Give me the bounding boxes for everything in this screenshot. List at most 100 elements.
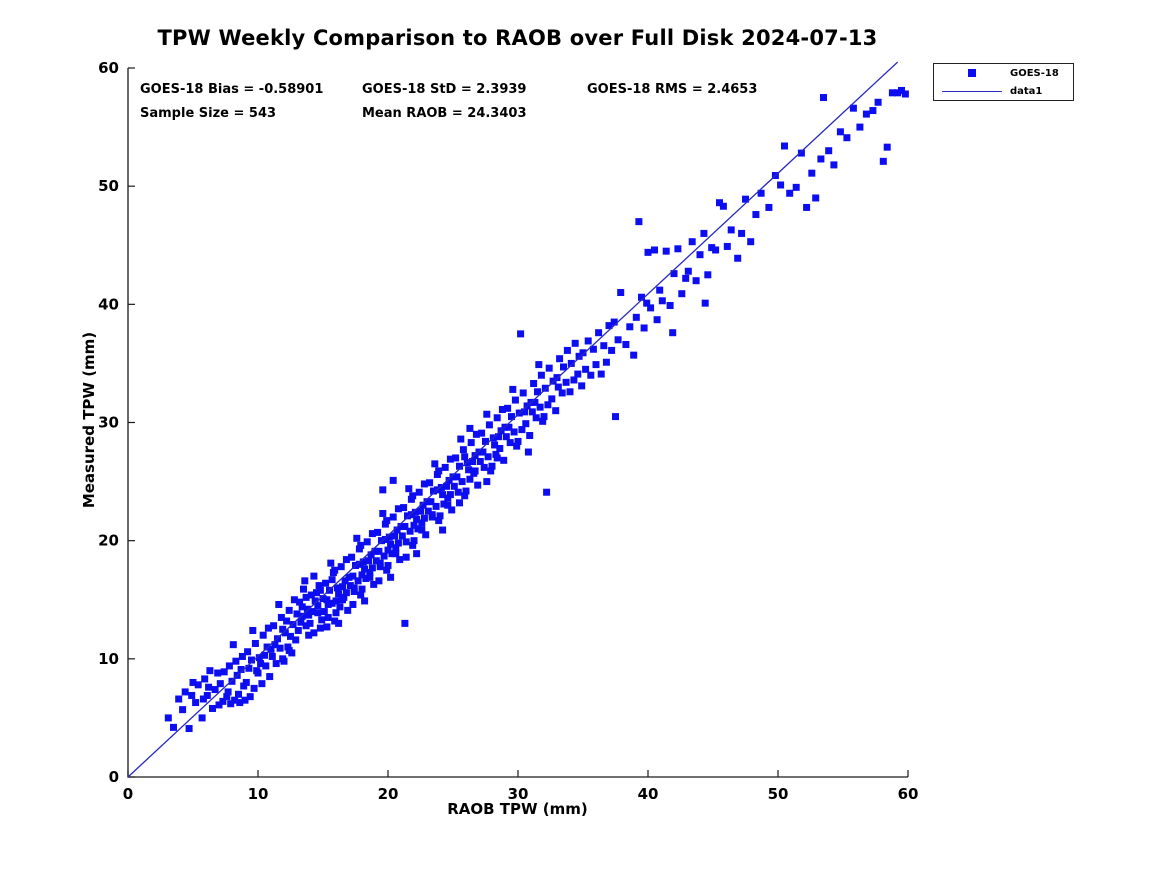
scatter-point: [279, 655, 287, 663]
scatter-point: [584, 337, 592, 345]
scatter-point: [371, 547, 379, 555]
scatter-point: [545, 364, 553, 372]
scatter-point: [562, 378, 570, 386]
scatter-point: [500, 456, 508, 464]
scatter-point: [696, 251, 704, 259]
scatter-point: [437, 483, 445, 491]
scatter-point: [409, 541, 417, 549]
scatter-point: [670, 270, 678, 278]
scatter-point: [262, 662, 270, 670]
x-tick-label: 60: [898, 785, 919, 803]
scatter-point: [579, 349, 587, 357]
scatter-point: [441, 463, 449, 471]
scatter-point: [419, 501, 427, 509]
scatter-point: [236, 699, 244, 707]
scatter-point: [582, 365, 590, 373]
scatter-point: [410, 537, 418, 545]
scatter-point: [456, 499, 463, 507]
scatter-point: [554, 383, 562, 391]
scatter-point: [874, 98, 882, 106]
scatter-point: [392, 550, 400, 558]
y-tick-label: 10: [98, 650, 119, 668]
scatter-point: [544, 401, 552, 409]
scatter-point: [452, 454, 460, 462]
scatter-point: [600, 342, 608, 350]
scatter-point: [223, 693, 231, 701]
scatter-point: [430, 487, 437, 495]
scatter-point: [315, 582, 323, 590]
scatter-point: [459, 446, 467, 454]
scatter-point: [361, 597, 369, 605]
scatter-point: [220, 668, 228, 676]
scatter-point: [632, 313, 640, 321]
scatter-point: [578, 382, 586, 390]
scatter-point: [640, 324, 648, 332]
scatter-point: [301, 577, 309, 585]
scatter-point: [251, 639, 259, 647]
scatter-point: [314, 609, 322, 617]
scatter-point: [348, 553, 356, 561]
scatter-point: [617, 289, 625, 297]
scatter-point: [716, 199, 723, 207]
scatter-point: [310, 629, 318, 637]
scatter-point: [674, 245, 682, 253]
scatter-point: [342, 589, 350, 597]
scatter-point: [461, 492, 469, 500]
scatter-point: [496, 444, 504, 452]
scatter-point: [246, 693, 254, 701]
scatter-point: [888, 89, 896, 97]
legend-label-data1: data1: [1010, 85, 1043, 97]
scatter-point: [487, 467, 495, 475]
scatter-point: [387, 540, 395, 548]
scatter-point: [268, 652, 276, 660]
scatter-point: [381, 520, 389, 528]
scatter-point: [719, 202, 727, 210]
scatter-point: [339, 596, 346, 604]
scatter-point: [862, 110, 870, 118]
scatter-point: [289, 621, 297, 629]
scatter-point: [235, 690, 242, 698]
scatter-point: [296, 598, 304, 606]
x-tick-label: 50: [768, 785, 789, 803]
scatter-point: [476, 457, 484, 465]
axis-spines: [127, 68, 908, 778]
scatter-point: [209, 704, 216, 712]
scatter-point: [423, 498, 431, 506]
y-axis-label: Measured TPW (mm): [80, 331, 98, 509]
scatter-point: [318, 616, 326, 624]
scatter-point: [376, 563, 384, 571]
scatter-point: [365, 557, 372, 565]
scatter-point: [414, 525, 422, 533]
scatter-point: [374, 528, 382, 536]
square-marker-icon: [968, 69, 976, 77]
scatter-point: [393, 526, 401, 534]
scatter-point: [381, 535, 389, 543]
scatter-point: [272, 660, 280, 668]
y-tick-label: 50: [98, 177, 119, 195]
scatter-point: [341, 577, 349, 585]
scatter-point: [742, 195, 749, 203]
scatter-point: [185, 725, 193, 733]
scatter-point: [319, 595, 327, 603]
scatter-point: [310, 572, 318, 580]
scatter-point: [553, 374, 561, 382]
scatter-point: [456, 462, 463, 470]
scatter-point: [781, 142, 788, 150]
fit-line: [127, 61, 899, 778]
scatter-point: [293, 610, 301, 618]
scatter-point: [458, 478, 466, 486]
y-tick-label: 20: [98, 532, 119, 550]
scatter-point: [812, 194, 820, 202]
scatter-point: [622, 341, 630, 349]
scatter-point: [324, 613, 332, 621]
scatter-point: [817, 155, 825, 163]
scatter-point: [808, 169, 816, 177]
scatter-point: [328, 599, 336, 607]
scatter-point: [514, 437, 522, 445]
scatter-point: [379, 509, 387, 517]
scatter-point: [519, 389, 527, 397]
scatter-point: [361, 565, 369, 573]
scatter-point: [777, 181, 785, 189]
scatter-point: [206, 667, 214, 675]
